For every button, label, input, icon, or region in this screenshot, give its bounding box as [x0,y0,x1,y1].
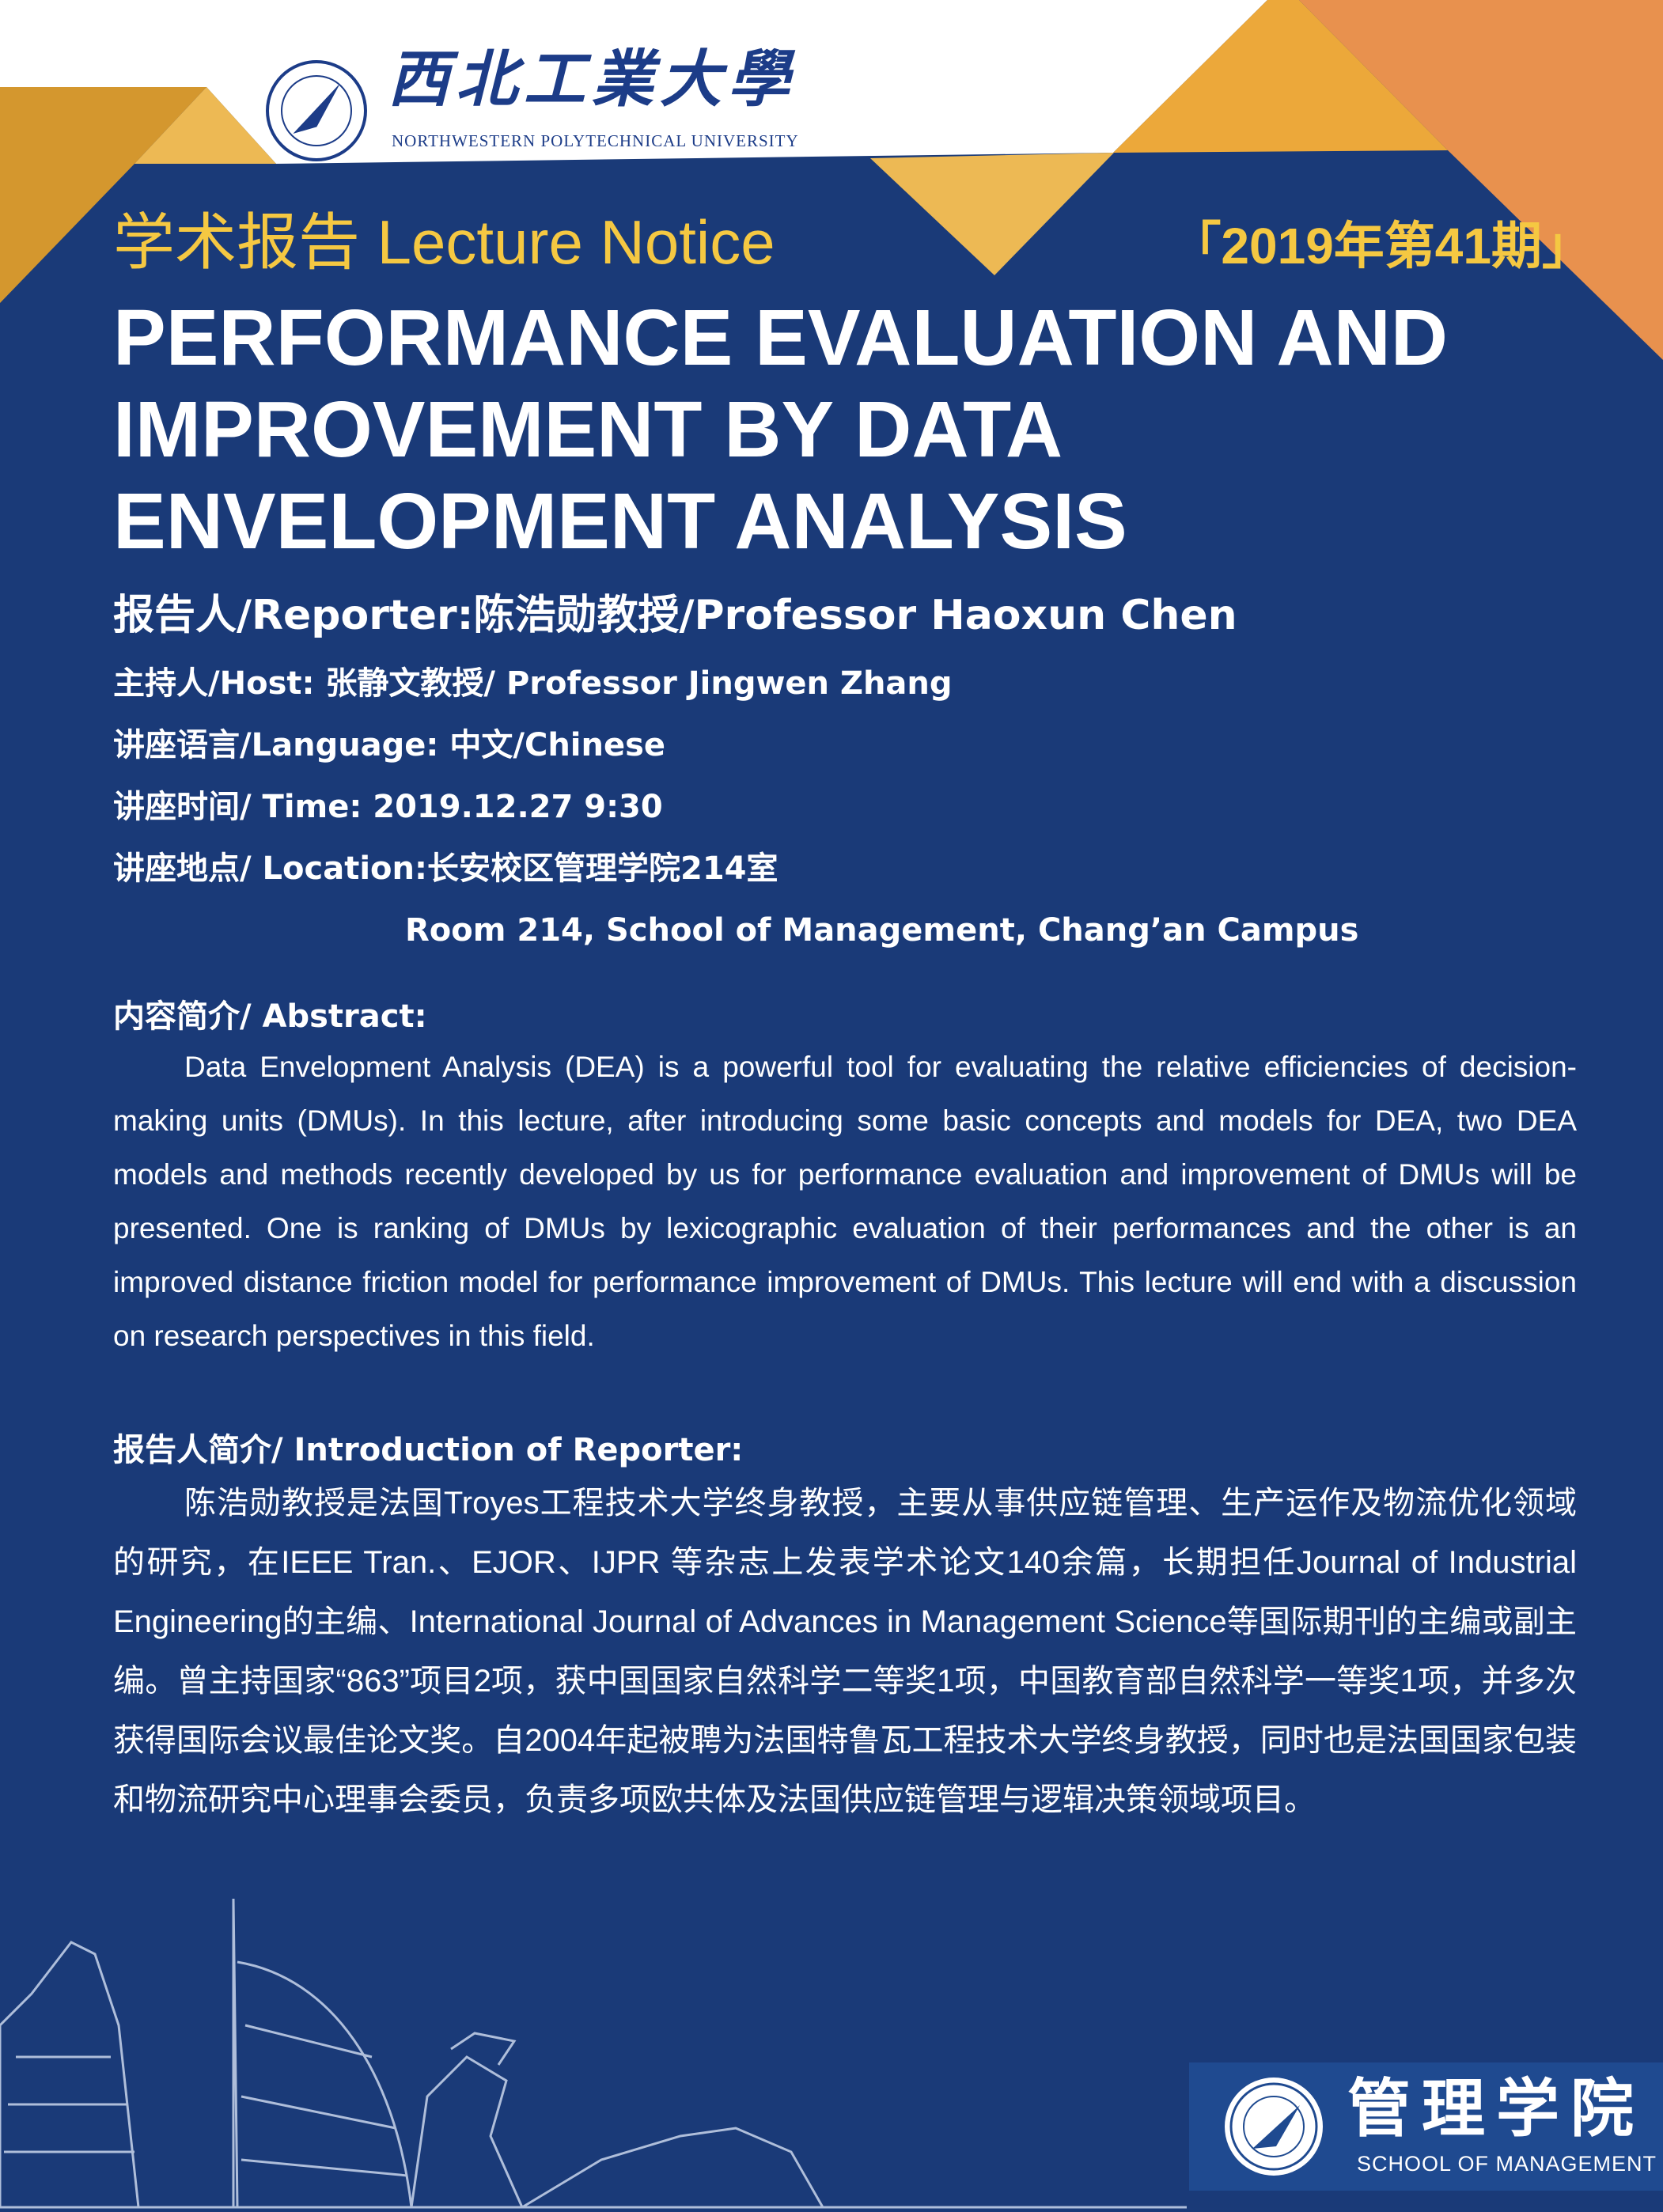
intro-heading: 报告人简介/ Introduction of Reporter: [113,1432,744,1468]
school-seal-icon [1225,2078,1323,2176]
university-name-cn: 西北工業大學 [388,44,797,116]
intro-text: 陈浩勋教授是法国Troyes工程技术大学终身教授，主要从事供应链管理、生产运作及… [113,1486,1577,1817]
location: 讲座地点/ Location:长安校区管理学院214室 [113,850,778,887]
school-of-management-badge: 管理学院 SCHOOL OF MANAGEMENT [1189,2062,1663,2191]
content-column: 学术报告 Lecture Notice 「2019年第41期」 PERFORMA… [113,204,1593,1830]
host: 主持人/Host: 张静文教授/ Professor Jingwen Zhang [113,665,953,702]
left-light-gold-triangle [134,87,276,164]
reporter: 报告人/Reporter:陈浩勋教授/Professor Haoxun Chen [113,592,1237,639]
abstract-heading: 内容简介/ Abstract: [113,998,427,1035]
time: 讲座时间/ Time: 2019.12.27 9:30 [113,789,663,825]
skyline-sketch [0,1898,1187,2209]
abstract-text: Data Envelopment Analysis (DEA) is a pow… [113,1051,1577,1352]
lecture-notice-label: 学术报告 Lecture Notice [113,207,775,277]
top-gold-shape [1113,0,1448,153]
middle-gold-triangle [870,153,1114,275]
issue-number: 「2019年第41期」 [1170,218,1593,275]
notice-row: 学术报告 Lecture Notice 「2019年第41期」 [113,204,1593,284]
logo-seal [266,60,367,161]
lecture-title: PERFORMANCE EVALUATION AND IMPROVEMENT B… [113,294,1449,566]
left-gold-block [0,87,206,303]
location-en: Room 214, School of Management, Chang’an… [405,912,1359,949]
university-name-en: NORTHWESTERN POLYTECHNICAL UNIVERSITY [392,131,799,150]
language: 讲座语言/Language: 中文/Chinese [113,727,666,763]
school-name-en: SCHOOL OF MANAGEMENT [1357,2152,1657,2176]
right-orange-shape [1299,0,1663,360]
school-name-cn: 管理学院 [1347,2071,1645,2146]
